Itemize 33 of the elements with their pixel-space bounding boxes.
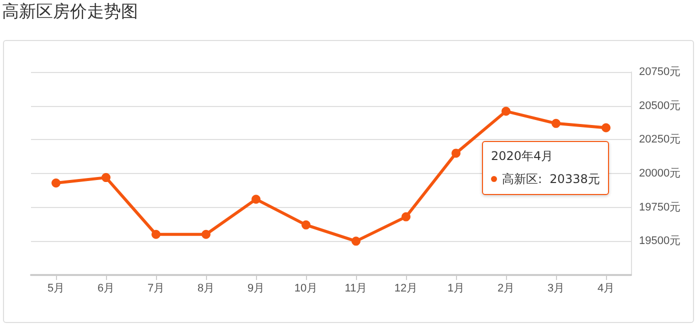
x-tick-label: 9月 — [247, 282, 265, 294]
y-tick-label: 20500元 — [639, 100, 681, 112]
x-tick-label: 10月 — [294, 282, 318, 294]
point — [102, 173, 110, 182]
x-tick-label: 7月 — [147, 282, 165, 294]
point — [352, 236, 360, 246]
point — [402, 212, 410, 222]
y-tick-label: 19750元 — [639, 201, 681, 214]
x-tick-label: 3月 — [547, 282, 565, 294]
x-tick-label: 4月 — [597, 282, 615, 294]
x-tick-label: 8月 — [197, 282, 215, 294]
x-tick-label: 6月 — [97, 282, 115, 294]
y-tick-label: 20250元 — [639, 134, 681, 146]
x-tick-label: 11月 — [344, 282, 368, 294]
point — [252, 194, 260, 204]
point — [52, 178, 60, 188]
point — [302, 220, 310, 230]
point — [452, 148, 460, 158]
y-tick-label: 20000元 — [639, 168, 681, 180]
x-tick-label: 1月 — [447, 282, 465, 294]
y-tick-label: 20750元 — [639, 66, 681, 78]
x-tick-label: 5月 — [47, 282, 65, 294]
point — [152, 230, 160, 239]
chart-title: 高新区房价走势图 — [2, 1, 138, 23]
point — [602, 123, 610, 132]
point — [202, 230, 210, 239]
annotation: 高新区: 20338元 — [502, 172, 600, 186]
point — [502, 106, 510, 116]
x-tick-label: 12月 — [394, 282, 418, 294]
point — [552, 118, 560, 128]
y-tick-label: 19500元 — [639, 235, 681, 248]
x-tick-label: 2月 — [497, 282, 515, 294]
annotation: 2020年4月 — [491, 148, 554, 163]
